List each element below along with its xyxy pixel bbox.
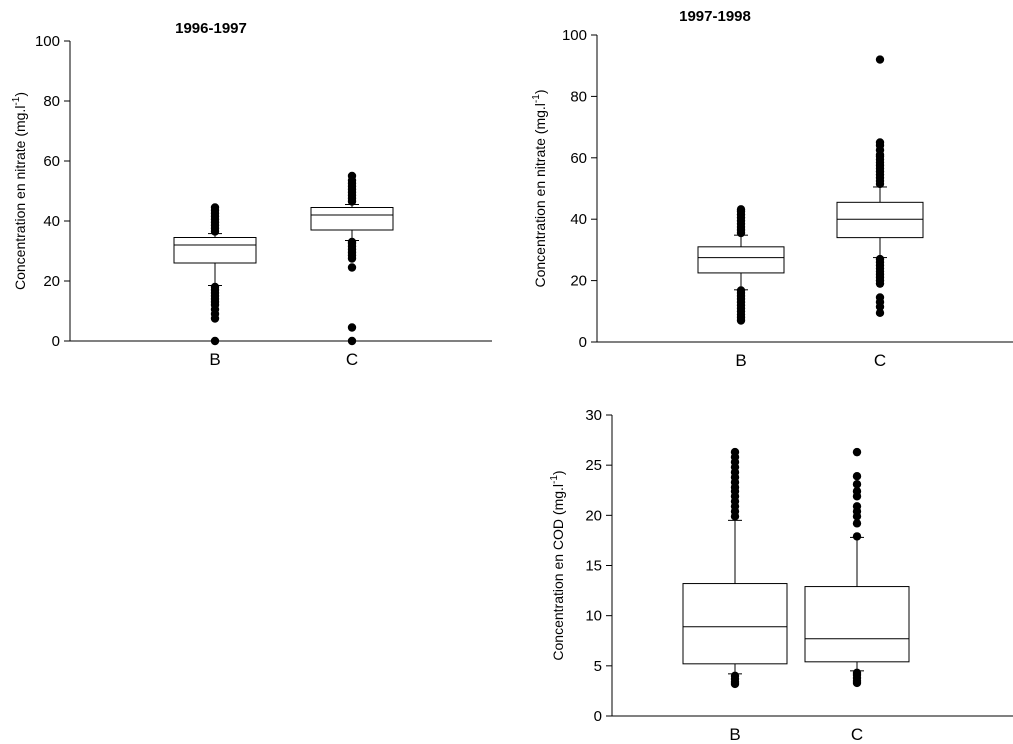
outlier-point <box>875 254 885 264</box>
y-tick-label: 20 <box>43 273 60 290</box>
y-tick-label: 60 <box>43 153 60 170</box>
x-category-label: B <box>735 351 746 370</box>
box-iqr <box>310 207 394 231</box>
y-tick-label: 80 <box>43 93 60 110</box>
box-B <box>697 205 785 325</box>
outlier-point <box>875 138 885 147</box>
y-tick-label: 10 <box>585 608 602 625</box>
chart-title: 1997-1998 <box>679 8 751 25</box>
outlier-point <box>730 447 740 457</box>
y-axis-label-sup: -1 <box>549 475 560 484</box>
y-tick-label: 20 <box>570 273 587 290</box>
chart-panel-3: 0 5 10 15 20 25 30 Concentration en COD (mg.l-1… <box>549 407 1013 744</box>
x-category-label: B <box>729 725 740 744</box>
outlier-point <box>736 205 746 214</box>
outlier-point <box>347 323 357 332</box>
y-tick-label: 30 <box>585 407 602 424</box>
y-axis-label-end: ) <box>550 470 566 475</box>
y-tick-label: 20 <box>585 507 602 524</box>
box-B <box>173 203 257 346</box>
y-tick-label: 40 <box>43 213 60 230</box>
y-axis-label: Concentration en COD (mg.l-1) <box>549 470 566 660</box>
y-tick-label: 40 <box>570 211 587 228</box>
outlier-point <box>347 237 357 247</box>
y-tick-label: 60 <box>570 150 587 167</box>
y-axis-label-sup: -1 <box>11 96 22 105</box>
y-tick-label: 100 <box>35 33 60 50</box>
outlier-point <box>347 263 357 272</box>
y-axis-label-end: ) <box>12 92 28 97</box>
x-category-label: C <box>851 725 863 744</box>
box-B <box>682 447 788 689</box>
y-tick-label: 0 <box>579 334 587 351</box>
box-iqr <box>682 583 788 665</box>
box-iqr <box>173 237 257 264</box>
outlier-point <box>875 308 885 318</box>
y-tick-label: 80 <box>570 88 587 105</box>
y-axis-label-main: Concentration en COD (mg.l <box>550 484 566 661</box>
y-axis-label: Concentration en nitrate (mg.l-1) <box>11 92 28 290</box>
outlier-point <box>852 502 862 511</box>
chart-panel-1: 0 20 40 60 80 100 1996-1997 Concentration en ni… <box>11 20 492 369</box>
box-iqr <box>804 586 910 663</box>
outlier-point <box>347 171 357 181</box>
outlier-point <box>852 519 862 528</box>
outlier-point <box>852 480 862 489</box>
y-tick-label: 0 <box>52 333 60 350</box>
chart-title: 1996-1997 <box>175 20 247 37</box>
box-C <box>804 447 910 688</box>
y-tick-label: 15 <box>585 558 602 575</box>
y-tick-label: 25 <box>585 457 602 474</box>
outlier-point <box>852 447 862 457</box>
x-category-label: C <box>346 350 358 369</box>
y-axis-label-main: Concentration en nitrate (mg.l <box>532 103 548 287</box>
outlier-point <box>875 293 885 302</box>
y-axis-label: Concentration en nitrate (mg.l-1) <box>531 89 548 287</box>
outlier-point <box>210 203 220 212</box>
box-C <box>310 171 394 346</box>
box-iqr <box>836 201 924 239</box>
box-C <box>836 55 924 318</box>
y-tick-label: 0 <box>594 708 602 725</box>
x-category-label: B <box>209 350 220 369</box>
box-iqr <box>697 246 785 274</box>
y-tick-label: 5 <box>594 658 602 675</box>
outlier-point <box>852 487 862 496</box>
outlier-point <box>736 286 746 295</box>
outlier-point <box>210 336 220 346</box>
outlier-point <box>875 55 885 64</box>
y-axis-label-end: ) <box>532 89 548 94</box>
outlier-point <box>852 472 862 481</box>
outlier-point <box>347 336 357 346</box>
outlier-point <box>210 282 220 292</box>
x-category-label: C <box>874 351 886 370</box>
chart-panel-2: 0 20 40 60 80 100 1997-1998 Concentration en ni… <box>531 8 1013 370</box>
outlier-point <box>730 671 740 681</box>
y-axis-label-sup: -1 <box>531 94 542 103</box>
outlier-point <box>852 532 862 541</box>
outlier-point <box>852 668 862 678</box>
y-tick-label: 100 <box>562 27 587 44</box>
y-axis-label-main: Concentration en nitrate (mg.l <box>12 106 28 290</box>
